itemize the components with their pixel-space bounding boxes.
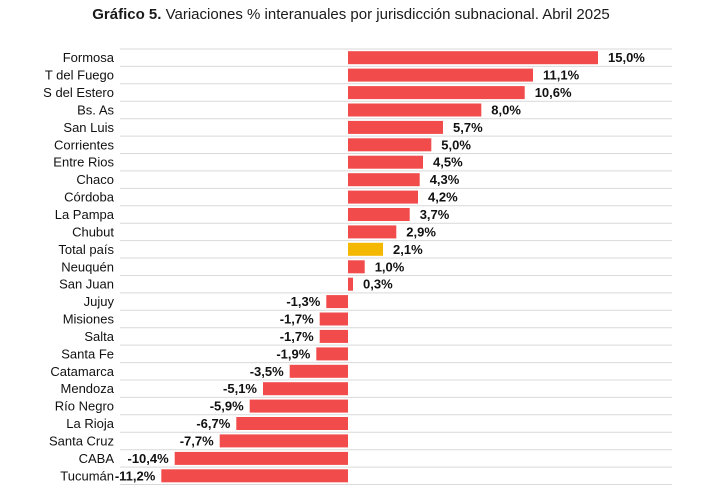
chart-title-text: Variaciones % interanuales por jurisdicc… [165, 6, 610, 23]
category-label: Entre Rios [53, 155, 114, 170]
category-label: La Rioja [66, 416, 114, 431]
bar-córdoba [348, 190, 418, 204]
bar-entre-rios [348, 155, 423, 169]
category-label: Formosa [63, 50, 115, 65]
value-label: 5,7% [453, 120, 483, 135]
bars [161, 51, 598, 483]
category-label: San Juan [59, 277, 114, 292]
bar-catamarca [289, 364, 348, 378]
category-label: Catamarca [50, 364, 114, 379]
bar-formosa [348, 51, 598, 65]
value-label: 5,0% [441, 137, 471, 152]
bar-río-negro [249, 399, 348, 413]
category-label: S del Estero [43, 85, 114, 100]
grid-lines [120, 48, 672, 485]
category-label: Bs. As [77, 103, 114, 118]
value-label: 10,6% [535, 85, 572, 100]
category-label: Chaco [76, 172, 114, 187]
chart-title: Gráfico 5. Variaciones % interanuales po… [0, 6, 702, 23]
bar-s-del-estero [348, 86, 525, 100]
value-label: -11,2% [115, 468, 156, 483]
value-label: 15,0% [608, 50, 645, 65]
bar-chaco [348, 173, 420, 187]
value-label: -3,5% [250, 364, 284, 379]
value-label: 11,1% [543, 68, 580, 83]
category-label: Jujuy [84, 294, 115, 309]
category-label: La Pampa [55, 207, 115, 222]
value-label: -5,9% [210, 399, 244, 414]
category-label: Misiones [63, 312, 115, 327]
category-label: Corrientes [54, 137, 114, 152]
value-label: -1,3% [286, 294, 320, 309]
bar-t-del-fuego [348, 68, 533, 82]
value-label: 4,3% [430, 172, 460, 187]
value-label: 3,7% [420, 207, 450, 222]
bar-jujuy [326, 295, 348, 309]
category-label: Santa Fe [61, 346, 114, 361]
category-label: Chubut [72, 224, 114, 239]
category-label: Mendoza [61, 381, 115, 396]
category-label: San Luis [63, 120, 114, 135]
bar-bs-as [348, 103, 482, 117]
category-label: Tucumán [60, 468, 114, 483]
category-label: Córdoba [64, 190, 115, 205]
bar-total-país [348, 242, 383, 256]
bar-misiones [319, 312, 348, 326]
bar-la-rioja [236, 417, 348, 430]
chart-title-prefix: Gráfico 5. [92, 6, 162, 23]
bar-la-pampa [348, 208, 410, 221]
category-label: Santa Cruz [49, 433, 114, 448]
value-label: -6,7% [196, 416, 230, 431]
bar-chubut [348, 225, 397, 239]
value-label: 2,1% [393, 242, 423, 257]
category-label: Río Negro [55, 399, 114, 414]
bar-tucumán [161, 469, 348, 483]
value-label: 4,2% [428, 190, 458, 205]
value-label: 0,3% [363, 277, 393, 292]
value-label: 4,5% [433, 155, 463, 170]
category-label: Salta [84, 329, 114, 344]
value-label: 1,0% [375, 259, 405, 274]
value-label: 2,9% [406, 224, 436, 239]
bar-san-luis [348, 120, 443, 134]
bar-santa-fe [316, 347, 348, 361]
bar-neuquén [348, 260, 365, 274]
category-labels: Formosa T del Fuego S del Estero Bs. As San … [43, 50, 115, 483]
bar-san-juan [348, 277, 353, 291]
bar-mendoza [263, 382, 348, 396]
bar-corrientes [348, 138, 432, 152]
category-label: Total país [58, 242, 114, 257]
value-label: -7,7% [180, 433, 214, 448]
category-label: T del Fuego [45, 68, 114, 83]
category-label: Neuquén [61, 259, 114, 274]
value-label: 8,0% [491, 103, 521, 118]
value-label: -1,9% [276, 346, 310, 361]
bar-salta [319, 329, 348, 343]
value-label: -5,1% [223, 381, 257, 396]
value-label: -1,7% [280, 329, 314, 344]
bar-santa-cruz [219, 434, 348, 448]
value-label: -1,7% [280, 312, 314, 327]
category-label: CABA [79, 451, 115, 466]
value-label: -10,4% [127, 451, 169, 466]
bar-caba [174, 451, 348, 465]
value-labels: 15,0% 11,1% 10,6% 8,0% 5,7% 5,0% 4,5% 4,3% 4,2% 3… [115, 50, 645, 483]
